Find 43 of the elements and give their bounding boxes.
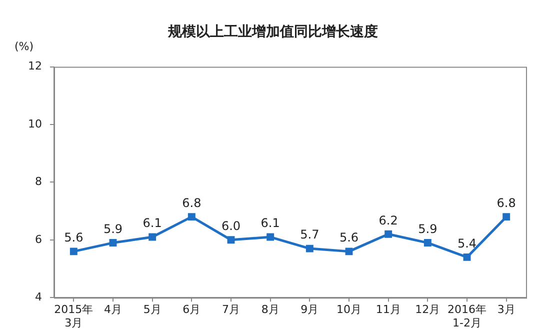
x-tick-label: 9月 bbox=[300, 303, 319, 316]
data-label: 6.0 bbox=[221, 219, 241, 234]
y-tick-label: 10 bbox=[28, 117, 42, 130]
data-label: 5.9 bbox=[418, 222, 438, 236]
point bbox=[384, 230, 392, 238]
data-label: 5.6 bbox=[339, 230, 359, 245]
data-label: 5.6 bbox=[64, 230, 84, 245]
point bbox=[266, 233, 274, 241]
chart-title: 规模以上工业增加值同比增长速度 bbox=[167, 23, 378, 40]
data-label: 6.8 bbox=[496, 196, 516, 210]
data-label: 6.1 bbox=[260, 216, 280, 230]
data-label: 6.2 bbox=[378, 213, 398, 228]
x-tick-label: 2016年 1-2月 bbox=[448, 303, 486, 330]
data-label: 6.8 bbox=[182, 196, 202, 210]
x-tick-label: 4月 bbox=[104, 303, 122, 316]
point bbox=[306, 244, 314, 252]
x-tick-label: 5月 bbox=[143, 303, 162, 316]
point bbox=[502, 213, 510, 221]
point bbox=[188, 213, 196, 221]
point bbox=[227, 236, 235, 244]
x-tick-label: 8月 bbox=[261, 303, 280, 316]
x-tick-label: 10月 bbox=[336, 303, 362, 316]
y-tick-label: 12 bbox=[28, 60, 42, 73]
point bbox=[109, 239, 117, 247]
data-label: 6.1 bbox=[142, 216, 162, 230]
point bbox=[345, 248, 353, 256]
y-tick-label: 8 bbox=[34, 175, 42, 188]
x-tick-label: 2015年 3月 bbox=[54, 303, 94, 330]
x-tick-label: 7月 bbox=[222, 303, 240, 316]
x-tick-label: 11月 bbox=[376, 303, 401, 316]
y-tick-label: 6 bbox=[34, 232, 42, 246]
data-label: 5.7 bbox=[300, 228, 320, 242]
y-tick-label: 4 bbox=[34, 290, 42, 304]
data-label: 5.4 bbox=[457, 236, 477, 250]
point bbox=[70, 248, 78, 256]
point bbox=[424, 239, 432, 247]
x-tick-label: 12月 bbox=[415, 303, 440, 316]
y-axis-title: (%) bbox=[14, 40, 34, 54]
x-tick-label: 3月 bbox=[497, 303, 516, 316]
point bbox=[463, 253, 471, 261]
x-tick-label: 6月 bbox=[182, 303, 201, 316]
point bbox=[148, 233, 156, 241]
data-label: 5.9 bbox=[103, 222, 123, 236]
